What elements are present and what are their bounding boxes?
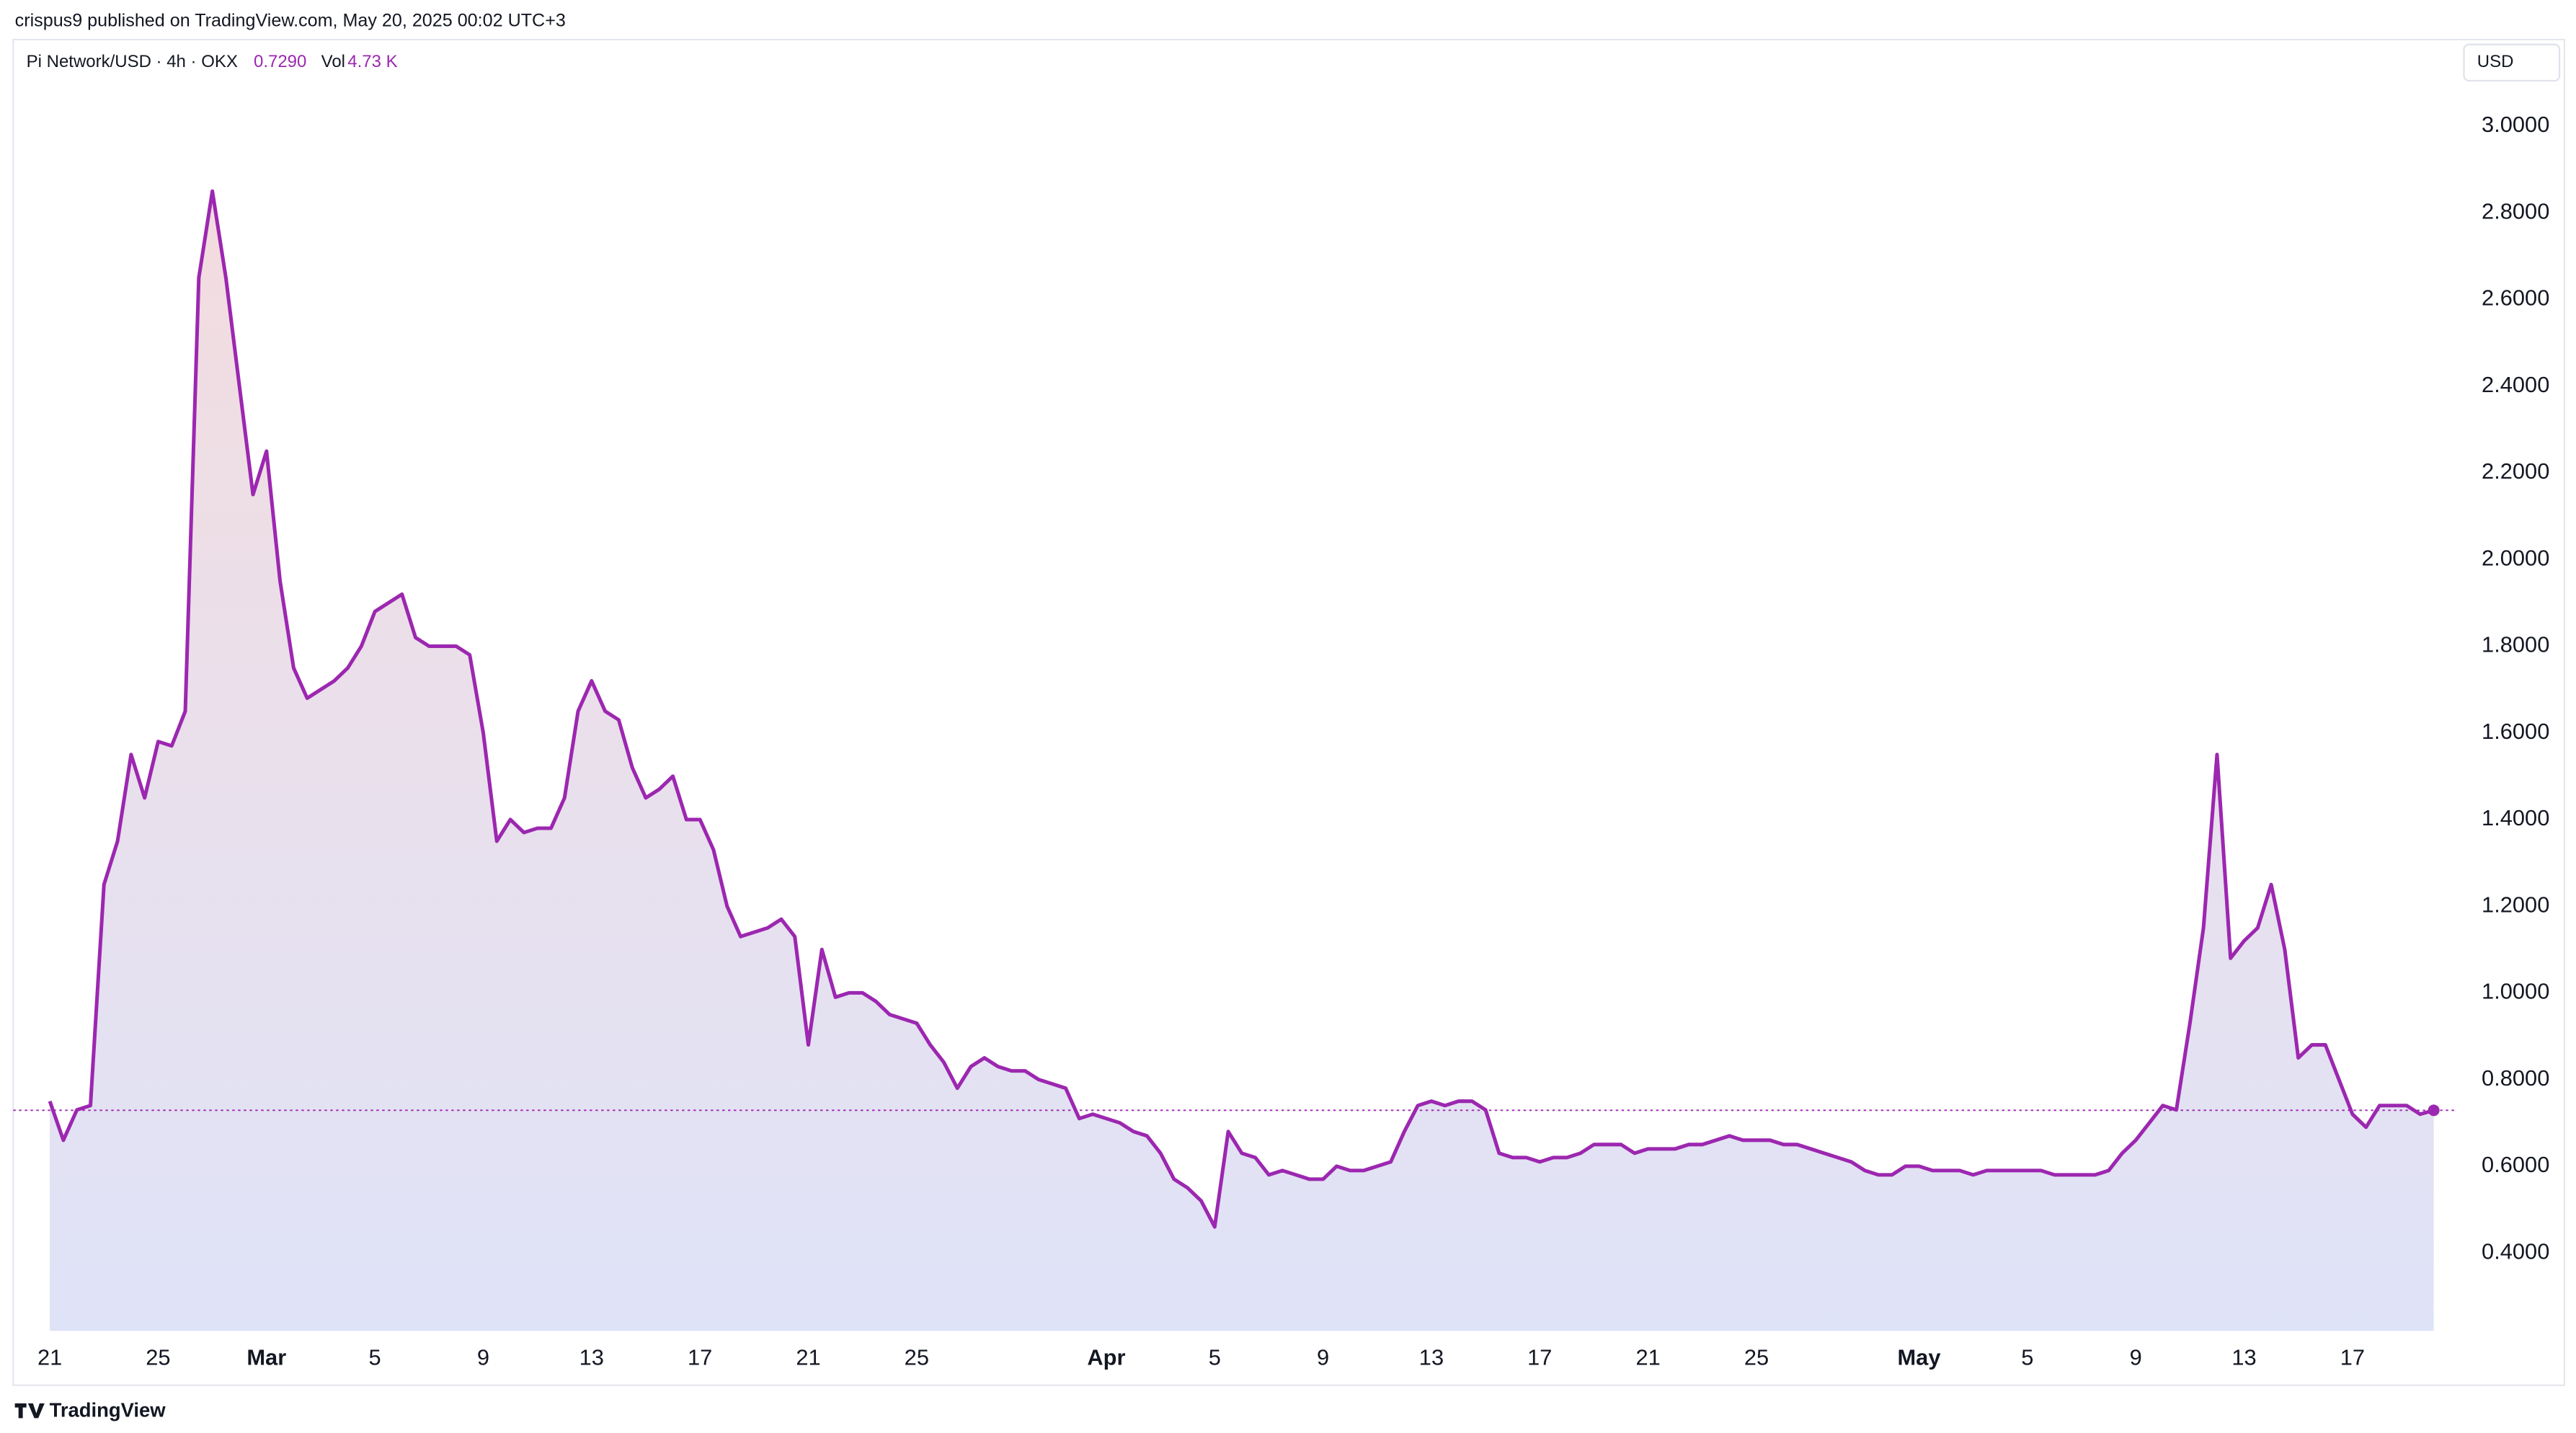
x-tick-label: 17 — [1527, 1344, 1552, 1370]
last-price: 0.7290 — [254, 52, 306, 71]
area-fill — [50, 191, 2434, 1331]
vol-value: 4.73 K — [347, 52, 397, 71]
x-tick-label: 21 — [37, 1344, 62, 1370]
y-tick-label: 0.4000 — [2482, 1238, 2549, 1264]
y-tick-label: 1.2000 — [2482, 892, 2549, 917]
currency[interactable]: USD — [2477, 52, 2514, 71]
x-tick-label: 21 — [1636, 1344, 1661, 1370]
x-tick-label: 17 — [688, 1344, 712, 1370]
vol-label: Vol — [321, 52, 345, 71]
last-point — [2428, 1104, 2440, 1117]
x-tick-label: 5 — [1209, 1344, 1221, 1370]
y-tick-label: 0.6000 — [2482, 1152, 2549, 1177]
published-note: crispus9 published on TradingView.com, M… — [15, 10, 566, 30]
x-tick-label: Apr — [1087, 1344, 1125, 1370]
y-tick-label: 2.8000 — [2482, 198, 2549, 223]
frame — [12, 38, 2565, 1386]
x-tick-label: 25 — [146, 1344, 170, 1370]
y-tick-label: 0.8000 — [2482, 1065, 2549, 1091]
x-tick-label: 17 — [2340, 1344, 2365, 1370]
y-tick-label: 2.0000 — [2482, 545, 2549, 570]
brand-logo — [14, 1403, 45, 1419]
y-tick-label: 3.0000 — [2482, 112, 2549, 137]
y-tick-label: 2.4000 — [2482, 372, 2549, 397]
y-tick-label: 1.6000 — [2482, 719, 2549, 744]
currency-box[interactable] — [2463, 43, 2561, 82]
brand: TradingView — [50, 1399, 166, 1421]
x-tick-label: 9 — [2130, 1344, 2142, 1370]
x-tick-label: 5 — [369, 1344, 381, 1370]
y-tick-label: 2.2000 — [2482, 458, 2549, 484]
y-tick-label: 1.4000 — [2482, 805, 2549, 830]
x-tick-label: 9 — [1317, 1344, 1329, 1370]
x-tick-label: Mar — [247, 1344, 286, 1370]
x-tick-label: 13 — [1419, 1344, 1444, 1370]
y-tick-label: 2.6000 — [2482, 285, 2549, 311]
x-tick-label: May — [1898, 1344, 1941, 1370]
x-tick-label: 25 — [905, 1344, 929, 1370]
x-tick-label: 21 — [796, 1344, 820, 1370]
x-tick-label: 5 — [2021, 1344, 2033, 1370]
x-tick-label: 25 — [1744, 1344, 1769, 1370]
symbol: Pi Network/USD · 4h · OKX — [27, 52, 238, 71]
price-line-series — [48, 189, 2435, 1229]
y-tick-label: 1.0000 — [2482, 979, 2549, 1004]
x-tick-label: 9 — [477, 1344, 489, 1370]
y-tick-label: 1.8000 — [2482, 632, 2549, 657]
x-tick-label: 13 — [2231, 1344, 2256, 1370]
x-tick-label: 13 — [579, 1344, 604, 1370]
